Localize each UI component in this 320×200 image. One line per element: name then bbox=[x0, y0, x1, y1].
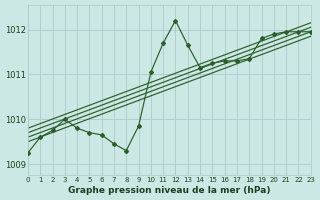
X-axis label: Graphe pression niveau de la mer (hPa): Graphe pression niveau de la mer (hPa) bbox=[68, 186, 271, 195]
